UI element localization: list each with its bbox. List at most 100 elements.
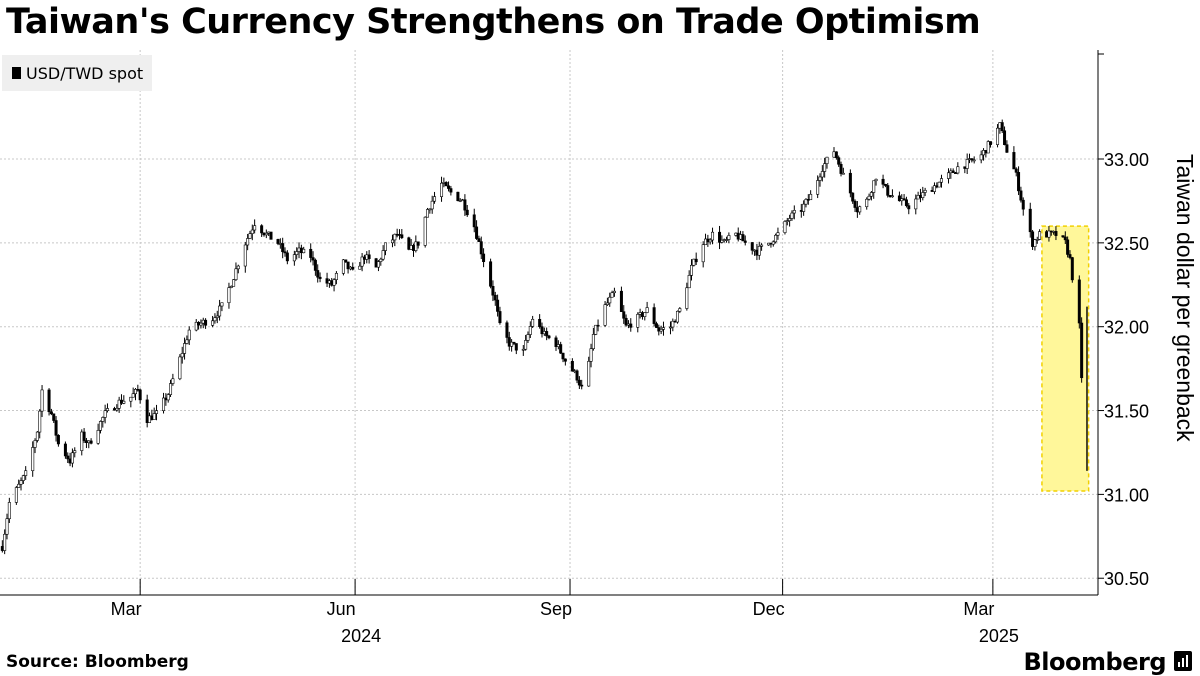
- candle-body: [367, 254, 371, 259]
- candle-body: [1047, 230, 1051, 238]
- candle-body: [897, 195, 901, 202]
- candle-body: [727, 235, 731, 240]
- candle-body: [152, 413, 156, 420]
- candle-body: [440, 182, 444, 197]
- candle-body: [575, 370, 579, 381]
- candle-body: [685, 287, 689, 309]
- candle-body: [89, 440, 93, 444]
- candle-body: [596, 324, 600, 327]
- candle-body: [1070, 257, 1074, 281]
- candle-body: [874, 178, 878, 182]
- candlestick-series: [0, 119, 1088, 555]
- candle-body: [498, 311, 502, 324]
- candle-body: [970, 158, 974, 161]
- candle-body: [285, 252, 289, 262]
- candle-body: [563, 358, 567, 362]
- candle-body: [869, 192, 873, 197]
- candle-body: [750, 242, 754, 251]
- candle-body: [383, 242, 387, 251]
- candle-body: [668, 326, 672, 329]
- candle-body: [774, 234, 778, 243]
- candle-body: [477, 238, 481, 242]
- candle-body: [493, 294, 497, 301]
- candle-body: [479, 241, 483, 255]
- candle-body: [318, 276, 322, 279]
- candle-body: [101, 417, 105, 422]
- candle-body: [675, 310, 679, 323]
- candle-body: [804, 198, 808, 205]
- candle-body: [211, 320, 215, 326]
- candle-body: [171, 378, 175, 384]
- candle-body: [491, 285, 495, 296]
- source-note: Source: Bloomberg: [6, 652, 189, 672]
- candle-body: [757, 245, 761, 256]
- candle-body: [66, 455, 70, 460]
- candle-body: [35, 431, 39, 441]
- candle-body: [489, 261, 493, 287]
- y-tick-label: 32.50: [1104, 234, 1149, 254]
- candle-body: [1066, 239, 1070, 255]
- candle-body: [743, 240, 747, 243]
- candle-body: [281, 243, 285, 253]
- candle-body: [381, 250, 385, 260]
- candle-body: [129, 396, 133, 402]
- candle-body: [416, 241, 420, 246]
- candle-body: [776, 232, 780, 236]
- candle-body: [951, 170, 955, 173]
- x-tick-labels: Mar Jun Sep Dec Mar 2024 2025: [111, 599, 1019, 646]
- candle-body: [785, 220, 789, 222]
- candle-body: [232, 279, 236, 287]
- candle-body: [760, 244, 764, 247]
- candle-body: [841, 172, 845, 175]
- candle-body: [690, 264, 694, 276]
- candle-body: [103, 410, 107, 418]
- bloomberg-terminal-icon: [1174, 651, 1192, 671]
- candle-body: [243, 244, 247, 267]
- candle-body: [839, 163, 843, 174]
- candle-body: [610, 292, 614, 298]
- candle-body: [414, 241, 418, 251]
- candle-body: [837, 157, 841, 165]
- x-tick-label: Dec: [753, 599, 785, 619]
- candle-body: [818, 176, 822, 181]
- candle-body: [7, 502, 11, 520]
- candle-body: [834, 151, 838, 158]
- candle-body: [269, 231, 273, 240]
- candle-body: [234, 268, 238, 280]
- candle-body: [229, 286, 233, 288]
- candle-body: [809, 193, 813, 201]
- candle-body: [98, 421, 102, 431]
- candle-body: [96, 430, 100, 444]
- candle-body: [577, 379, 581, 386]
- candle-body: [1028, 208, 1032, 233]
- candle-body: [24, 470, 28, 476]
- candle-body: [851, 192, 855, 202]
- candle-body: [521, 348, 525, 351]
- candle-body: [1019, 190, 1023, 201]
- candle-body: [867, 195, 871, 200]
- candle-body: [659, 329, 663, 332]
- grid-lines: [0, 50, 1098, 595]
- candle-body: [423, 216, 427, 246]
- candle-body: [393, 233, 397, 241]
- candle-body: [825, 156, 829, 164]
- candle-body: [133, 388, 137, 395]
- candle-body: [820, 171, 824, 178]
- candle-body: [636, 314, 640, 328]
- candle-body: [654, 323, 658, 328]
- candle-body: [17, 483, 21, 488]
- candle-body: [73, 450, 77, 454]
- y-axis-label: Taiwan dollar per greenback: [1172, 154, 1198, 442]
- candle-body: [1003, 130, 1007, 145]
- candle-body: [253, 225, 257, 231]
- candle-body: [447, 185, 451, 189]
- candle-body: [390, 239, 394, 244]
- candle-body: [589, 348, 593, 362]
- candle-body: [1014, 168, 1018, 173]
- candle-body: [346, 261, 350, 270]
- candle-body: [227, 287, 231, 304]
- candle-body: [169, 383, 173, 395]
- legend-swatch: [12, 67, 21, 79]
- candle-body: [612, 290, 616, 294]
